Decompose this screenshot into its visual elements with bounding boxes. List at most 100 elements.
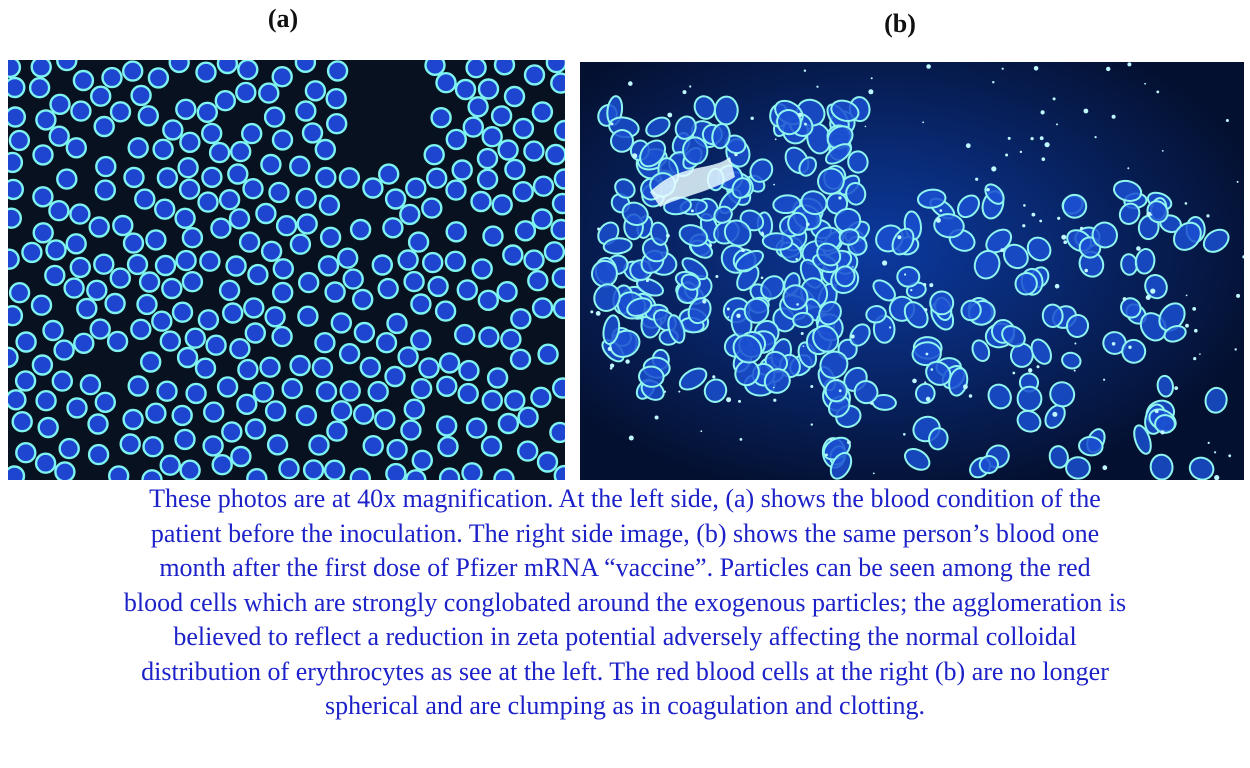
cell — [1207, 441, 1210, 444]
cell — [837, 378, 839, 381]
cell — [359, 356, 381, 378]
cell — [438, 467, 461, 480]
cell — [896, 265, 921, 288]
cell — [437, 435, 459, 458]
cell — [403, 270, 425, 293]
cell — [308, 434, 330, 456]
cell — [410, 329, 432, 351]
cell — [386, 312, 408, 335]
cell — [451, 159, 473, 181]
cell — [674, 115, 697, 140]
cell — [30, 60, 52, 78]
cell — [407, 231, 430, 253]
cell — [227, 163, 249, 185]
cell — [79, 374, 102, 396]
cell — [127, 137, 149, 159]
cell — [63, 277, 85, 299]
cell — [1084, 268, 1088, 273]
cell — [230, 445, 252, 468]
cell — [330, 312, 352, 334]
cell — [147, 67, 170, 89]
cell — [1174, 386, 1179, 390]
cell — [1102, 465, 1108, 471]
cell — [1023, 204, 1026, 207]
cell — [621, 201, 649, 226]
cell — [1206, 214, 1210, 218]
cell — [654, 415, 659, 420]
cell — [411, 449, 433, 471]
cell — [666, 233, 670, 238]
cell — [73, 332, 95, 354]
cell — [593, 283, 621, 312]
cell — [715, 275, 719, 278]
cell — [800, 190, 828, 216]
cell — [247, 263, 269, 286]
cell — [1022, 224, 1026, 228]
cell — [112, 214, 134, 237]
cell — [812, 324, 840, 353]
cell — [929, 283, 934, 288]
cell — [177, 156, 199, 179]
cell — [136, 293, 158, 316]
cell — [139, 351, 162, 373]
cell — [377, 277, 399, 300]
cell — [410, 378, 433, 400]
cell — [353, 321, 376, 344]
cell — [929, 290, 955, 316]
caption: These photos are at 40x magnification. A… — [0, 482, 1250, 724]
cell — [514, 220, 537, 242]
cell — [904, 448, 931, 471]
cell — [1073, 369, 1076, 372]
cell — [178, 178, 201, 200]
cell — [471, 258, 493, 280]
cell — [1014, 271, 1038, 296]
cell — [602, 314, 621, 346]
cell — [986, 188, 990, 192]
caption-line: patient before the inoculation. The righ… — [150, 518, 1100, 548]
cell — [1016, 409, 1042, 433]
cell — [315, 380, 338, 403]
cell — [682, 90, 687, 95]
cell — [32, 222, 54, 244]
cell — [772, 194, 802, 215]
cell — [537, 343, 559, 365]
cell — [1188, 456, 1215, 480]
cell — [28, 77, 51, 99]
cell — [156, 380, 178, 402]
cell — [8, 60, 22, 78]
cell — [865, 305, 887, 324]
cell — [122, 408, 144, 431]
cell — [678, 224, 709, 247]
cell — [319, 226, 342, 249]
cell — [590, 310, 594, 314]
cell — [1202, 228, 1230, 253]
cell — [552, 297, 565, 320]
cell — [597, 227, 601, 231]
cell — [1044, 142, 1050, 148]
cell — [727, 316, 730, 318]
cell — [787, 211, 809, 236]
cell — [872, 279, 896, 302]
cell — [243, 297, 265, 319]
cell — [480, 435, 503, 457]
cell — [454, 323, 476, 346]
cell — [965, 143, 971, 149]
cell — [689, 85, 692, 88]
cell — [804, 122, 807, 126]
cell — [1078, 436, 1104, 457]
cell — [240, 122, 263, 145]
cell — [1192, 307, 1197, 311]
cell — [935, 217, 941, 223]
panel-label: (b) — [884, 9, 916, 38]
cell — [108, 465, 130, 480]
cell — [991, 166, 997, 172]
cell — [882, 260, 888, 266]
cell — [545, 60, 565, 74]
cell — [331, 400, 353, 422]
cell — [1048, 445, 1069, 469]
cell — [338, 343, 361, 365]
cell — [530, 386, 552, 408]
cell — [1111, 114, 1116, 119]
cell — [816, 85, 819, 88]
